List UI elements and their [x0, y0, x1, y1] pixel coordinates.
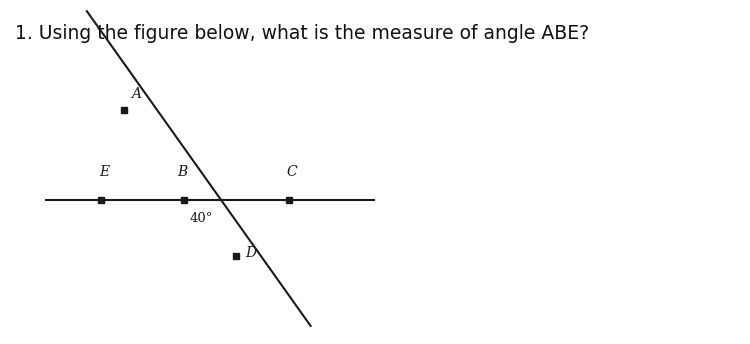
Text: A: A: [131, 87, 141, 101]
Text: 40°: 40°: [190, 212, 213, 225]
Text: D: D: [245, 246, 256, 260]
Text: C: C: [286, 165, 297, 179]
Text: B: B: [177, 165, 188, 179]
Text: E: E: [99, 165, 109, 179]
Text: 1. Using the figure below, what is the measure of angle ABE?: 1. Using the figure below, what is the m…: [15, 24, 590, 43]
